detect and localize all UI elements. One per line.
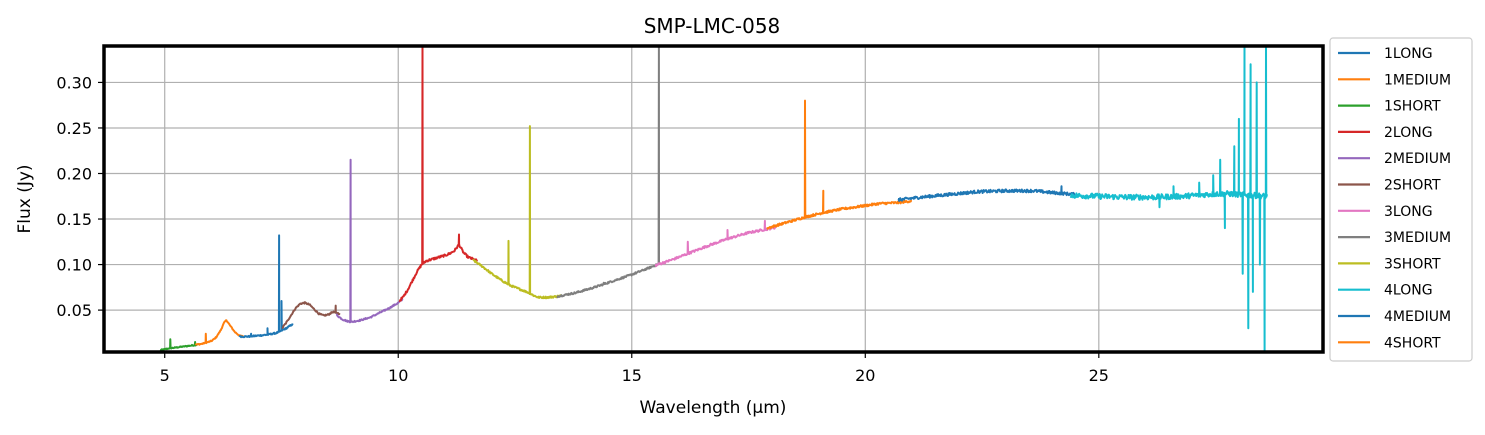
series-line-3short <box>472 125 563 300</box>
legend-label-2short: 2SHORT <box>1384 178 1441 194</box>
series-line-2long <box>398 46 479 302</box>
x-tick-label: 5 <box>160 366 170 385</box>
legend-box <box>1329 37 1473 362</box>
legend-label-1short: 1SHORT <box>1384 99 1441 115</box>
x-tick-label: 25 <box>1089 366 1109 385</box>
series-line-4long <box>1069 46 1268 352</box>
x-axis-label: Wavelength (μm) <box>640 398 787 418</box>
legend-label-3medium: 3MEDIUM <box>1384 230 1451 246</box>
series-line-3long <box>654 219 777 268</box>
plot-frame <box>102 44 1325 354</box>
x-tick-label: 20 <box>855 366 875 385</box>
legend-label-3long: 3LONG <box>1384 204 1433 220</box>
legend-label-1medium: 1MEDIUM <box>1384 72 1451 88</box>
x-tick-label: 10 <box>388 366 408 385</box>
series-layer <box>159 46 1268 352</box>
y-tick-label: 0.30 <box>56 73 92 92</box>
series-line-4short <box>766 99 913 230</box>
grid <box>104 46 1323 352</box>
series-line-3medium <box>556 46 661 299</box>
legend-label-4long: 4LONG <box>1384 283 1433 299</box>
legend-label-4medium: 4MEDIUM <box>1384 309 1451 325</box>
series-line-1long <box>238 234 294 339</box>
legend: 1LONG 1MEDIUM 1SHORT 2LONG 2MEDIUM 2SHORT 3LON… <box>1329 37 1473 362</box>
y-tick-label: 0.20 <box>56 165 92 184</box>
y-axis-label: Flux (Jy) <box>15 164 35 233</box>
legend-label-1long: 1LONG <box>1384 46 1433 62</box>
axis-ticks: 5 10 15 20 25 0.05 0.10 0.15 0.20 0.25 0.30 <box>56 73 1109 385</box>
legend-label-2long: 2LONG <box>1384 125 1433 141</box>
x-tick-label: 15 <box>622 366 642 385</box>
y-tick-label: 0.15 <box>56 210 92 229</box>
series-line-1medium <box>194 319 245 346</box>
legend-label-3short: 3SHORT <box>1384 256 1441 272</box>
series-line-4medium <box>897 185 1076 202</box>
chart-title: SMP-LMC-058 <box>644 14 781 38</box>
y-tick-label: 0.25 <box>56 119 92 138</box>
series-line-2medium <box>335 158 404 324</box>
series-line-1short <box>159 338 198 352</box>
y-tick-label: 0.05 <box>56 301 92 320</box>
series-line-2short <box>281 301 341 329</box>
y-tick-label: 0.10 <box>56 256 92 275</box>
legend-label-4short: 4SHORT <box>1384 335 1441 351</box>
legend-label-2medium: 2MEDIUM <box>1384 151 1451 167</box>
